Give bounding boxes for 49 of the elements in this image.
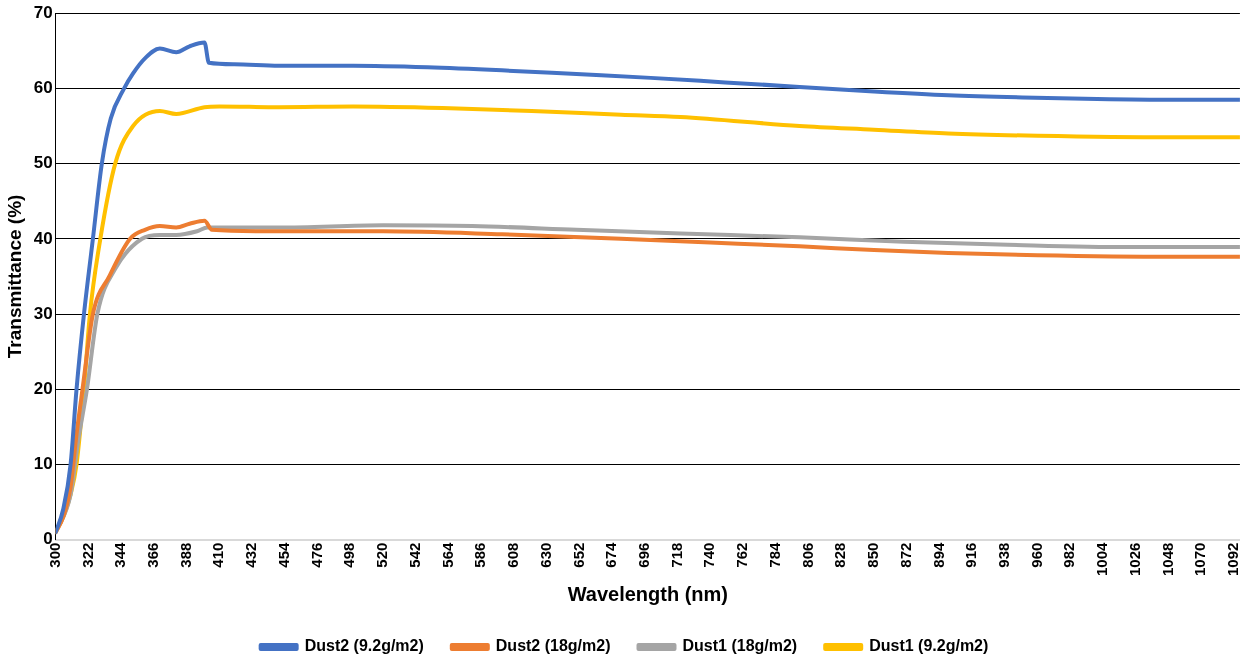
x-tick-label: 916 (962, 542, 980, 568)
y-tick-label: 20 (33, 378, 53, 398)
x-tick-label: 542 (405, 542, 423, 568)
x-tick-label: 520 (373, 542, 391, 568)
x-tick-label: 388 (176, 542, 194, 568)
x-tick-label: 652 (569, 542, 587, 568)
y-tick-label: 70 (33, 2, 53, 22)
x-tick-label: 960 (1027, 542, 1045, 568)
legend-label: Dust2 (18g/m2) (495, 637, 611, 655)
x-tick-label: 1048 (1158, 542, 1176, 577)
x-tick-label: 344 (111, 541, 129, 568)
x-tick-label: 718 (667, 542, 685, 568)
legend-label: Dust2 (9.2g/m2) (304, 637, 424, 655)
x-tick-label: 784 (765, 541, 783, 568)
x-tick-label: 982 (1060, 542, 1078, 568)
x-tick-label: 366 (144, 542, 162, 568)
x-tick-label: 564 (438, 541, 456, 568)
y-tick-label: 50 (33, 153, 53, 173)
x-tick-label: 740 (700, 542, 718, 568)
x-tick-label: 674 (602, 541, 620, 568)
x-tick-label: 432 (242, 542, 260, 568)
x-tick-label: 630 (536, 542, 554, 568)
y-tick-label: 60 (33, 78, 53, 98)
x-tick-label: 872 (896, 542, 914, 568)
x-tick-label: 1026 (1125, 542, 1143, 577)
x-tick-label: 762 (733, 542, 751, 568)
y-tick-label: 30 (33, 303, 53, 323)
x-tick-label: 454 (274, 541, 292, 568)
x-axis-title: Wavelength (nm) (567, 582, 728, 605)
x-tick-label: 608 (504, 542, 522, 568)
y-tick-label: 40 (33, 228, 53, 248)
legend-label: Dust1 (18g/m2) (682, 637, 798, 655)
x-tick-label: 498 (340, 542, 358, 568)
legend-label: Dust1 (9.2g/m2) (869, 637, 989, 655)
x-tick-label: 410 (209, 542, 227, 568)
x-tick-label: 828 (831, 542, 849, 568)
x-tick-label: 938 (995, 542, 1012, 568)
y-axis-title: Transmittance (%) (3, 194, 25, 359)
x-tick-label: 894 (929, 541, 947, 568)
x-tick-label: 1004 (1093, 541, 1111, 577)
x-tick-label: 586 (471, 542, 489, 568)
x-tick-label: 1070 (1191, 542, 1209, 577)
y-tick-label: 10 (33, 454, 53, 474)
x-tick-label: 806 (798, 542, 816, 568)
x-tick-label: 322 (78, 542, 96, 568)
x-tick-label: 1092 (1224, 542, 1242, 577)
x-tick-label: 476 (307, 542, 325, 568)
x-tick-label: 696 (634, 542, 652, 568)
x-tick-label: 850 (864, 542, 882, 568)
